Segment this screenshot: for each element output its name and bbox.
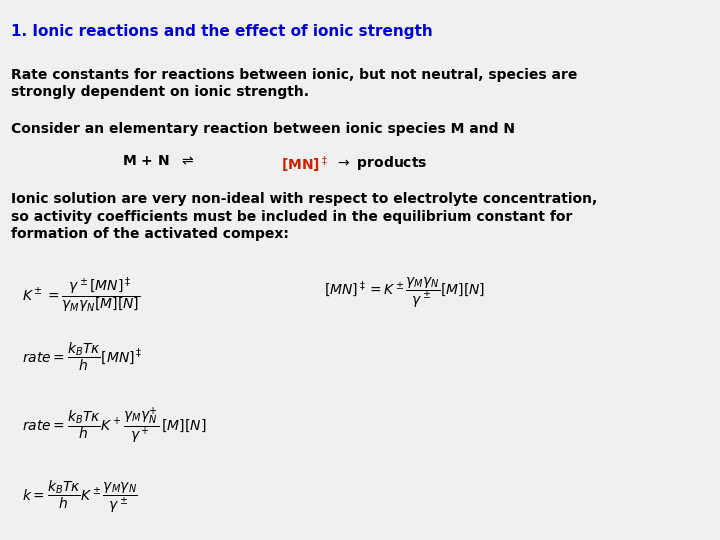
Text: Consider an elementary reaction between ionic species M and N: Consider an elementary reaction between … — [11, 122, 515, 136]
Text: M + N  $\rightleftharpoons$: M + N $\rightleftharpoons$ — [122, 154, 202, 168]
Text: Rate constants for reactions between ionic, but not neutral, species are
strongl: Rate constants for reactions between ion… — [11, 68, 577, 99]
Text: 1. Ionic reactions and the effect of ionic strength: 1. Ionic reactions and the effect of ion… — [11, 24, 433, 39]
Text: $rate = \dfrac{k_B T\kappa}{h}[MN]^\ddagger$: $rate = \dfrac{k_B T\kappa}{h}[MN]^\ddag… — [22, 340, 142, 373]
Text: $[MN]^\ddagger = K^\pm \dfrac{\gamma_M \gamma_N}{\gamma^\pm}[M][N]$: $[MN]^\ddagger = K^\pm \dfrac{\gamma_M \… — [324, 275, 485, 309]
Text: $\rightarrow$ products: $\rightarrow$ products — [335, 154, 427, 172]
Text: $rate = \dfrac{k_B T\kappa}{h} K^+ \dfrac{\gamma_M \gamma_N^{+}}{\gamma^+}\,[M][: $rate = \dfrac{k_B T\kappa}{h} K^+ \dfra… — [22, 405, 206, 446]
Text: Ionic solution are very non-ideal with respect to electrolyte concentration,
so : Ionic solution are very non-ideal with r… — [11, 192, 597, 241]
Text: [MN]$^\ddagger$: [MN]$^\ddagger$ — [281, 154, 328, 174]
Text: $K^\pm = \dfrac{\gamma^\pm[MN]^\ddagger}{\gamma_M \gamma_N [M][N]}$: $K^\pm = \dfrac{\gamma^\pm[MN]^\ddagger}… — [22, 275, 140, 315]
Text: $k = \dfrac{k_B T\kappa}{h} K^\pm \dfrac{\gamma_M \gamma_N}{\gamma^\pm}$: $k = \dfrac{k_B T\kappa}{h} K^\pm \dfrac… — [22, 478, 138, 515]
